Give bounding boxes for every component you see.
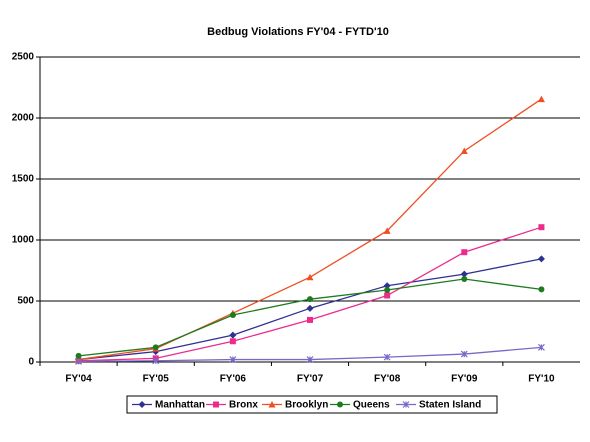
series-line: [78, 226, 542, 362]
y-tick-label: 1000: [12, 235, 35, 246]
legend-label: Brooklyn: [285, 400, 328, 411]
marker: [461, 249, 468, 256]
y-tick-label: 2500: [12, 52, 35, 63]
marker: [383, 353, 391, 361]
marker: [461, 276, 468, 283]
marker: [307, 316, 313, 323]
marker: [307, 296, 313, 303]
marker: [152, 357, 160, 365]
marker: [384, 292, 391, 299]
y-tick-label: 2000: [12, 113, 35, 124]
legend-box: [126, 395, 498, 414]
x-tick-label: FY'10: [528, 374, 555, 385]
legend-label: Queens: [353, 400, 390, 411]
x-tick-label: FY'08: [374, 374, 401, 385]
marker: [538, 224, 545, 231]
marker: [537, 255, 545, 263]
legend-label: Staten Island: [419, 400, 481, 411]
marker: [306, 273, 314, 281]
y-tick-label: 1500: [12, 174, 35, 185]
marker: [138, 401, 146, 408]
marker: [460, 350, 468, 358]
marker: [383, 282, 391, 290]
y-tick-label: 500: [17, 296, 34, 307]
marker: [460, 270, 468, 278]
marker: [229, 312, 236, 319]
marker: [152, 344, 159, 351]
y-tick-label: 0: [28, 357, 34, 368]
marker: [229, 356, 237, 363]
marker: [537, 95, 545, 103]
x-tick-label: FY'05: [143, 374, 170, 385]
marker: [229, 331, 237, 339]
chart-title: Bedbug Violations FY'04 - FYTD'10: [207, 26, 389, 38]
marker: [306, 356, 314, 363]
marker: [383, 227, 391, 234]
x-tick-label: FY'04: [65, 374, 92, 385]
marker: [306, 304, 314, 312]
marker: [384, 287, 391, 294]
marker: [538, 343, 545, 351]
marker: [337, 401, 343, 408]
marker: [268, 401, 276, 408]
legend-label: Manhattan: [155, 400, 205, 411]
marker: [402, 401, 410, 408]
legend-label: Bronx: [229, 400, 258, 411]
marker: [460, 147, 468, 154]
marker: [75, 352, 82, 359]
x-tick-label: FY'07: [297, 374, 324, 385]
marker: [229, 338, 236, 345]
marker: [538, 286, 545, 293]
marker: [213, 401, 219, 408]
marker: [75, 357, 82, 365]
x-tick-label: FY'06: [220, 374, 247, 385]
x-tick-label: FY'09: [451, 374, 478, 385]
